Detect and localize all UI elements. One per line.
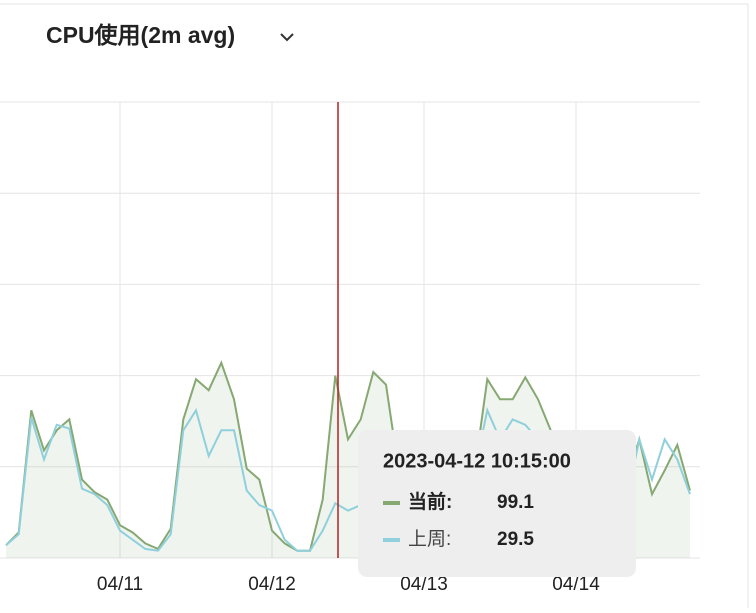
x-tick-label: 04/12 xyxy=(248,574,296,595)
chart-title[interactable]: CPU使用(2m avg) xyxy=(46,22,235,48)
tooltip-label: 当前: xyxy=(408,490,452,513)
tooltip-value: 99.1 xyxy=(497,492,534,513)
tooltip: 2023-04-12 10:15:00 当前: 99.1 上周: 29.5 xyxy=(358,430,636,577)
tooltip-label: 上周: xyxy=(408,528,451,550)
tooltip-value: 29.5 xyxy=(497,529,534,550)
x-tick-label: 04/14 xyxy=(552,574,600,595)
x-tick-label: 04/11 xyxy=(97,574,143,595)
x-tick-label: 04/13 xyxy=(400,574,448,595)
tooltip-box xyxy=(358,430,636,577)
tooltip-title: 2023-04-12 10:15:00 xyxy=(383,450,571,472)
dropdown-icon[interactable] xyxy=(280,33,294,42)
